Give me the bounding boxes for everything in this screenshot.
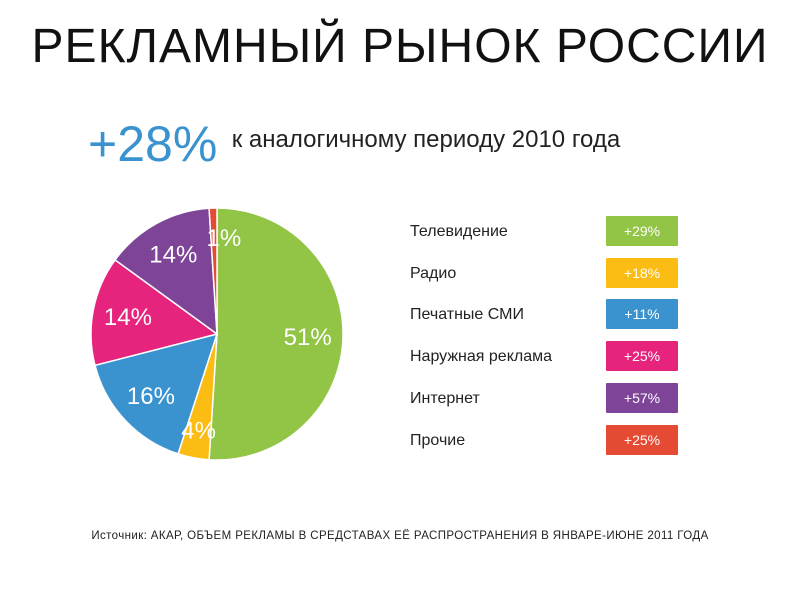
legend-item: Наружная реклама +25% bbox=[410, 341, 680, 373]
legend-change-badge: +57% bbox=[606, 383, 678, 413]
legend-item: Печатные СМИ +11% bbox=[410, 299, 680, 331]
pie-slice-label: 51% bbox=[284, 324, 332, 351]
slide-title: РЕКЛАМНЫЙ РЫНОК РОССИИ bbox=[31, 20, 769, 73]
legend-label: Интернет bbox=[410, 390, 480, 407]
pie-slice bbox=[208, 207, 218, 335]
pie-slice-label: 14% bbox=[104, 304, 152, 331]
pie-slice-label: 16% bbox=[127, 383, 175, 410]
pie-slice-label: 4% bbox=[181, 418, 216, 445]
legend-label: Телевидение bbox=[410, 223, 508, 240]
legend-label: Радио bbox=[410, 265, 457, 282]
source-note: Источник: АКАР, ОБЪЕМ РЕКЛАМЫ В СРЕДСТАВ… bbox=[91, 530, 709, 542]
title-area: РЕКЛАМНЫЙ РЫНОК РОССИИ bbox=[0, 0, 800, 108]
legend-change-badge: +25% bbox=[606, 425, 678, 455]
legend-change-badge: +11% bbox=[606, 299, 678, 329]
legend-change-badge: +25% bbox=[606, 341, 678, 371]
legend-item: Радио +18% bbox=[410, 258, 680, 290]
pie-slice bbox=[208, 207, 344, 461]
pie-slice-label: 14% bbox=[149, 242, 197, 269]
legend-label: Печатные СМИ bbox=[410, 306, 524, 323]
growth-value: +28% bbox=[88, 116, 218, 172]
legend-change-badge: +18% bbox=[606, 258, 678, 288]
legend-label: Наружная реклама bbox=[410, 348, 553, 365]
growth-headline: +28% к аналогичному периоду 2010 года bbox=[88, 112, 620, 176]
legend-label: Прочие bbox=[410, 432, 466, 449]
legend-item: Прочие +25% bbox=[410, 425, 680, 457]
pie-slice-label: 1% bbox=[207, 225, 242, 252]
legend-item: Телевидение +29% bbox=[410, 216, 680, 248]
pie-slice bbox=[90, 258, 219, 367]
legend-item: Интернет +57% bbox=[410, 383, 680, 415]
growth-caption: к аналогичному периоду 2010 года bbox=[231, 126, 621, 153]
pie-slice bbox=[94, 332, 219, 455]
legend-change-badge: +29% bbox=[606, 216, 678, 246]
pie-slice bbox=[114, 207, 218, 336]
